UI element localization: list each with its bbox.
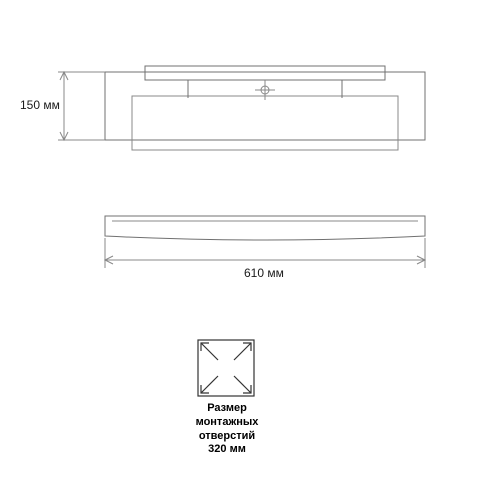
mount-icon xyxy=(0,0,500,410)
mount-icon-caption: Размер монтажных отверстий 320 мм xyxy=(192,402,262,457)
mount-icon-arrows xyxy=(201,343,251,393)
diagram-root: 150 мм 610 мм xyxy=(0,0,500,500)
